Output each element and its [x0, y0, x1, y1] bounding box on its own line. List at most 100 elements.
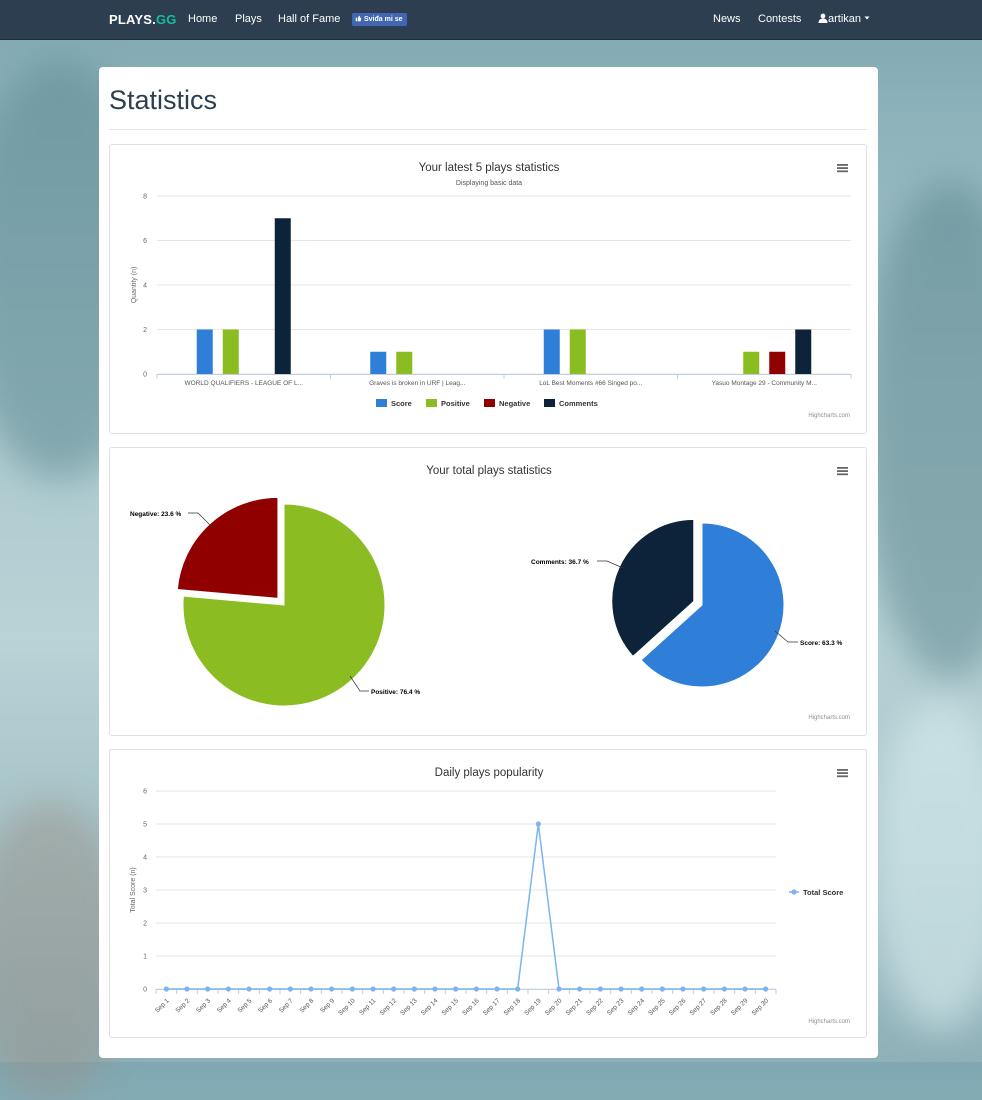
data-point[interactable]	[515, 986, 521, 992]
x-tick-label: Sep 19	[523, 997, 543, 1017]
data-point[interactable]	[763, 986, 769, 992]
nav-contests[interactable]: Contests	[758, 13, 802, 25]
x-tick-label: Sep 11	[358, 997, 377, 1016]
nav-hall-of-fame[interactable]: Hall of Fame	[278, 13, 341, 25]
bar-score[interactable]	[543, 329, 560, 375]
data-point[interactable]	[639, 986, 645, 992]
pie-data-label: Comments: 36.7 %	[531, 559, 589, 566]
bar-positive[interactable]	[743, 351, 760, 374]
data-point[interactable]	[494, 986, 500, 992]
x-tick-label: Sep 2	[174, 997, 191, 1014]
x-tick-label: WORLD QUALIFIERS - LEAGUE OF L...	[185, 380, 304, 387]
total-plays-chart-panel: Your total plays statistics Negative: 23.…	[109, 447, 867, 736]
user-icon	[818, 13, 828, 23]
data-point[interactable]	[535, 821, 541, 827]
data-point[interactable]	[267, 986, 273, 992]
bar-comments[interactable]	[795, 329, 812, 375]
data-point[interactable]	[701, 986, 707, 992]
x-tick-label: Sep 28	[709, 997, 729, 1017]
x-tick-label: Sep 29	[730, 997, 750, 1017]
total-plays-pie-chart: Your total plays statistics Negative: 23.…	[130, 465, 850, 721]
bar-comments[interactable]	[274, 218, 291, 374]
x-tick-label: Sep 23	[606, 997, 626, 1017]
hamburger-bar	[837, 769, 848, 771]
x-tick-label: Sep 4	[216, 997, 233, 1014]
pie-data-label: Score: 63.3 %	[800, 640, 842, 647]
x-tick-label: Sep 27	[689, 997, 709, 1017]
highcharts-credits[interactable]: Highcharts.com	[808, 715, 850, 721]
legend-item-score[interactable]: Score	[376, 399, 412, 408]
legend-item-negative[interactable]: Negative	[484, 399, 530, 408]
bar-score[interactable]	[370, 351, 387, 374]
nav-news[interactable]: News	[713, 13, 741, 25]
x-tick-label: Sep 9	[319, 997, 336, 1014]
hamburger-bar	[837, 167, 848, 169]
y-tick-label: 4	[143, 855, 147, 862]
pie-slice-comments[interactable]	[611, 518, 695, 658]
nav-plays[interactable]: Plays	[235, 13, 262, 25]
data-point[interactable]	[411, 986, 417, 992]
x-tick-label: Sep 1	[154, 997, 171, 1014]
x-tick-label: Sep 8	[298, 997, 315, 1014]
x-tick-label: LoL Best Moments #66 Singed po...	[539, 380, 642, 387]
data-point[interactable]	[370, 986, 376, 992]
legend-item-total-score[interactable]: Total Score	[789, 888, 843, 897]
data-point[interactable]	[721, 986, 727, 992]
data-point[interactable]	[473, 986, 479, 992]
data-point[interactable]	[205, 986, 211, 992]
background-blob	[870, 700, 982, 1030]
brand-logo[interactable]: PLAYS.GG	[109, 12, 177, 27]
data-point[interactable]	[577, 986, 583, 992]
x-tick-label: Sep 22	[585, 997, 605, 1017]
data-point[interactable]	[556, 986, 562, 992]
highcharts-credits[interactable]: Highcharts.com	[808, 1019, 850, 1025]
x-tick-label: Sep 13	[399, 997, 419, 1017]
data-point[interactable]	[680, 986, 686, 992]
data-point[interactable]	[184, 986, 190, 992]
bar-score[interactable]	[196, 329, 213, 375]
x-tick-label: Sep 5	[236, 997, 253, 1014]
data-point[interactable]	[163, 986, 169, 992]
series-line-total-score[interactable]	[166, 823, 766, 990]
legend-item-comments[interactable]: Comments	[544, 399, 598, 408]
data-point[interactable]	[225, 986, 231, 992]
nav-home[interactable]: Home	[188, 13, 218, 25]
x-tick-label: Graves is broken in URF | Leag...	[369, 380, 466, 387]
data-point[interactable]	[597, 986, 603, 992]
chart-title: Daily plays popularity	[435, 767, 544, 779]
x-tick-label: Sep 6	[257, 997, 274, 1014]
bar-negative[interactable]	[769, 351, 786, 374]
data-point[interactable]	[659, 986, 665, 992]
data-point[interactable]	[618, 986, 624, 992]
data-point[interactable]	[432, 986, 438, 992]
data-point[interactable]	[391, 986, 397, 992]
x-tick-label: Sep 16	[461, 997, 481, 1017]
legend-item-positive[interactable]: Positive	[426, 399, 470, 408]
highcharts-credits[interactable]: Highcharts.com	[808, 413, 850, 419]
y-tick-label: 2	[143, 921, 147, 928]
hamburger-menu-icon[interactable]	[837, 164, 848, 173]
bar-positive[interactable]	[222, 329, 239, 375]
facebook-like-button[interactable]: Sviđa mi se	[352, 13, 407, 26]
hamburger-menu-icon[interactable]	[837, 769, 848, 778]
data-point[interactable]	[349, 986, 355, 992]
pie-slice-score[interactable]	[640, 522, 785, 688]
data-label-connector	[774, 630, 798, 643]
bar-positive[interactable]	[569, 329, 586, 375]
bar-positive[interactable]	[396, 351, 413, 374]
data-point[interactable]	[287, 986, 293, 992]
pie-slice-negative[interactable]	[176, 496, 279, 599]
pie-data-label: Negative: 23.6 %	[130, 511, 182, 518]
hamburger-menu-icon[interactable]	[837, 467, 848, 476]
hamburger-bar	[837, 164, 848, 166]
data-point[interactable]	[453, 986, 459, 992]
data-point[interactable]	[742, 986, 748, 992]
data-point[interactable]	[329, 986, 335, 992]
y-tick-label: 3	[143, 888, 147, 895]
x-tick-label: Sep 12	[379, 997, 399, 1017]
data-point[interactable]	[308, 986, 314, 992]
data-point[interactable]	[246, 986, 252, 992]
x-tick-label: Sep 14	[420, 997, 440, 1017]
user-menu[interactable]: artikan	[818, 0, 870, 39]
title-divider	[109, 129, 867, 130]
